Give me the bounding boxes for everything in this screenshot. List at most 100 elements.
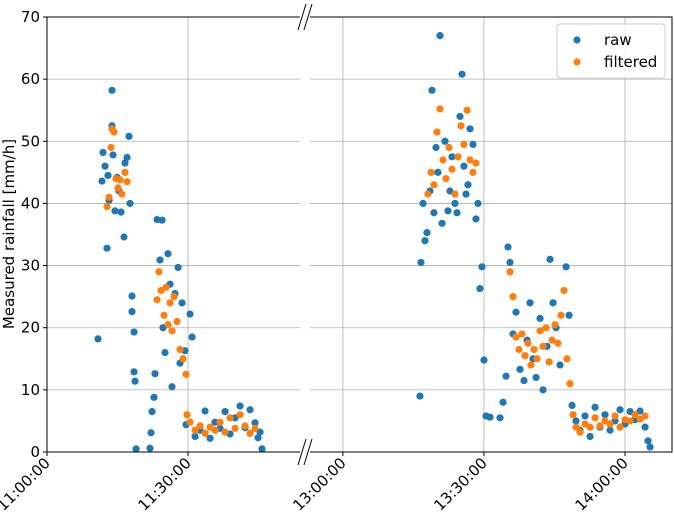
point bbox=[432, 143, 440, 152]
point bbox=[596, 422, 604, 430]
point bbox=[460, 140, 468, 148]
point bbox=[451, 190, 459, 198]
point bbox=[581, 412, 589, 420]
point bbox=[116, 176, 124, 184]
legend-marker bbox=[573, 58, 581, 66]
point bbox=[636, 407, 644, 415]
point bbox=[132, 445, 140, 453]
point bbox=[464, 181, 472, 189]
point bbox=[438, 219, 446, 227]
point bbox=[565, 311, 573, 319]
point bbox=[103, 202, 111, 211]
point bbox=[105, 193, 113, 201]
point bbox=[108, 86, 116, 94]
point bbox=[560, 286, 568, 295]
point bbox=[126, 199, 134, 208]
point bbox=[453, 209, 461, 217]
point bbox=[258, 445, 266, 453]
point bbox=[103, 244, 111, 252]
point bbox=[236, 402, 244, 410]
y-tick-label: 10 bbox=[21, 381, 40, 399]
point bbox=[170, 293, 178, 301]
point bbox=[563, 355, 571, 363]
x-tick-label: 13:30:00 bbox=[430, 454, 490, 514]
point bbox=[448, 153, 456, 161]
point bbox=[591, 414, 599, 422]
point bbox=[444, 207, 452, 215]
point bbox=[256, 428, 264, 436]
point bbox=[556, 361, 564, 369]
point bbox=[469, 168, 477, 176]
point bbox=[521, 352, 529, 360]
point bbox=[156, 256, 164, 264]
point bbox=[568, 401, 576, 409]
point bbox=[451, 199, 459, 208]
point bbox=[434, 168, 442, 176]
point bbox=[196, 422, 204, 430]
legend-marker bbox=[573, 36, 581, 44]
point bbox=[586, 432, 594, 441]
point bbox=[516, 365, 524, 373]
point bbox=[469, 140, 477, 148]
point bbox=[166, 299, 174, 307]
point bbox=[539, 386, 547, 394]
point bbox=[107, 143, 115, 152]
point bbox=[101, 162, 109, 170]
point bbox=[460, 162, 468, 170]
point bbox=[569, 411, 577, 419]
point bbox=[179, 355, 187, 363]
point bbox=[572, 417, 580, 425]
point bbox=[626, 417, 634, 425]
point bbox=[221, 428, 229, 436]
point bbox=[576, 428, 584, 436]
point bbox=[150, 393, 158, 401]
point bbox=[644, 437, 652, 445]
point bbox=[123, 178, 131, 186]
point bbox=[545, 358, 553, 366]
point bbox=[148, 408, 156, 416]
y-tick-label: 60 bbox=[21, 70, 40, 88]
point bbox=[421, 237, 429, 245]
point bbox=[557, 311, 565, 319]
point bbox=[130, 368, 138, 376]
point bbox=[520, 376, 528, 385]
point bbox=[246, 406, 254, 414]
y-tick-label: 40 bbox=[21, 194, 40, 212]
point bbox=[539, 342, 547, 350]
point bbox=[168, 327, 176, 335]
point bbox=[241, 422, 249, 430]
point bbox=[131, 377, 139, 385]
point bbox=[586, 423, 594, 431]
point bbox=[161, 348, 169, 357]
point bbox=[109, 151, 117, 159]
point bbox=[499, 398, 507, 406]
point bbox=[524, 339, 532, 347]
point bbox=[554, 339, 562, 347]
point bbox=[98, 177, 106, 185]
point bbox=[606, 420, 614, 428]
break-mark bbox=[303, 3, 313, 31]
point bbox=[201, 429, 209, 437]
legend-label: filtered bbox=[604, 53, 657, 71]
series bbox=[424, 105, 649, 436]
point bbox=[188, 333, 196, 341]
point bbox=[178, 299, 186, 307]
point bbox=[153, 296, 161, 304]
point bbox=[246, 429, 254, 437]
point bbox=[476, 284, 484, 293]
point bbox=[155, 268, 163, 276]
point bbox=[94, 335, 102, 343]
point bbox=[123, 153, 131, 162]
point bbox=[206, 434, 214, 442]
y-tick-label: 70 bbox=[21, 8, 40, 26]
point bbox=[174, 263, 182, 272]
point bbox=[226, 414, 234, 422]
point bbox=[496, 414, 504, 422]
point bbox=[151, 370, 159, 378]
point bbox=[419, 199, 427, 208]
point bbox=[428, 86, 436, 94]
y-tick-label: 30 bbox=[21, 257, 40, 275]
point bbox=[616, 423, 624, 431]
point bbox=[527, 361, 535, 369]
